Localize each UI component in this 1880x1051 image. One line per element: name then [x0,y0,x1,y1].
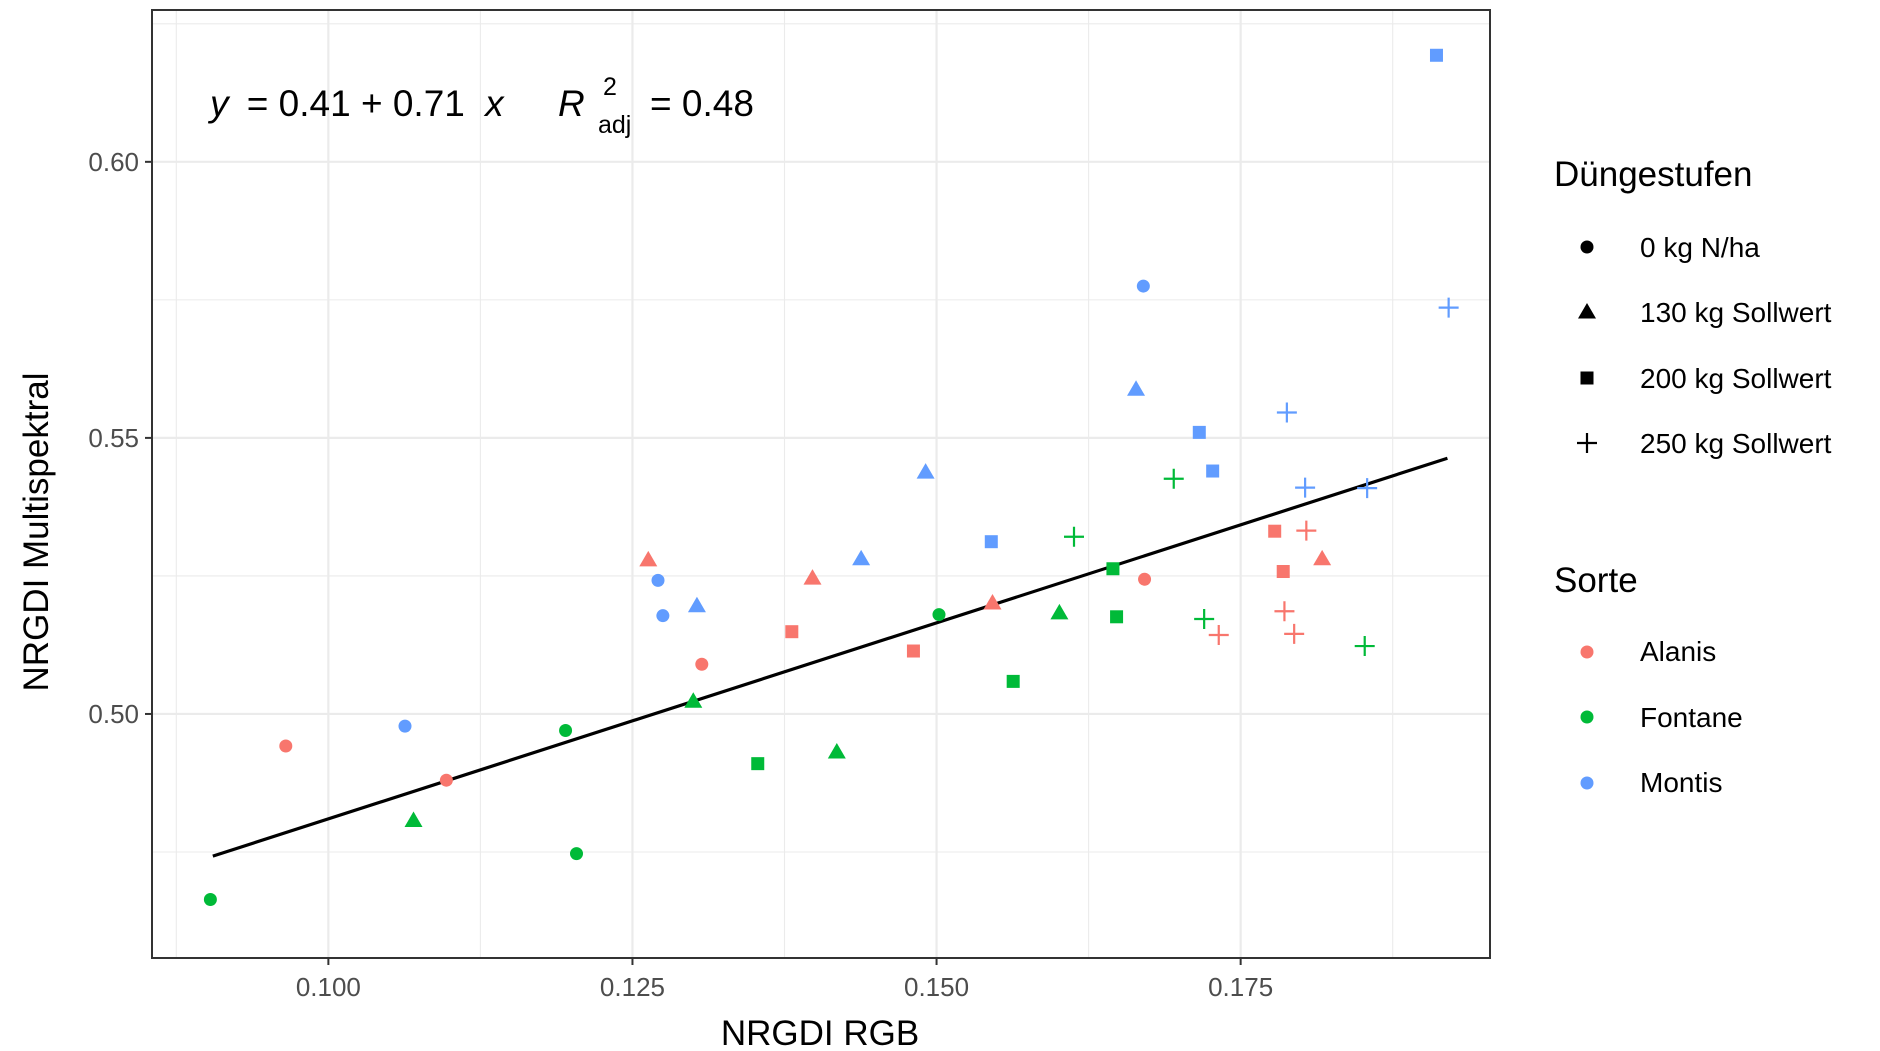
x-axis-title: NRGDI RGB [721,1014,919,1051]
data-point-circle [1136,279,1150,293]
data-point-circle [439,773,453,787]
legend-key-triangle [1578,303,1596,319]
legend-key-color [1580,776,1594,790]
data-point-plus [1194,608,1215,629]
legend-shape-label: 0 kg N/ha [1640,232,1760,263]
data-point-square [906,644,920,658]
grid-lines [152,10,1490,958]
data-point-square [1192,425,1206,439]
y-tick-label: 0.55 [88,423,139,453]
annotation-r-superscript: 2 [603,73,617,101]
data-point-circle [570,847,584,861]
legend-shape-keys [1577,240,1597,453]
data-point-triangle [852,549,871,566]
annotation-y-var: y [207,83,231,124]
legend-key-circle [1580,240,1594,254]
data-point-circle [1138,572,1152,586]
legend-color: Sorte Alanis Fontane Montis [1554,561,1743,798]
data-point-square [785,625,799,639]
data-point-plus [1295,477,1316,498]
annotation-x-var: x [483,83,505,124]
data-point-square [1006,674,1020,688]
legend-shape-label: 200 kg Sollwert [1640,363,1832,394]
data-point-plus [1296,520,1317,541]
x-tick-label: 0.125 [600,972,665,1002]
legend-color-label: Fontane [1640,702,1743,733]
data-point-triangle [404,811,423,828]
data-point-circle [932,608,946,622]
data-point-square [1268,524,1282,538]
data-point-plus [1357,478,1378,499]
regression-line [212,456,1448,858]
data-point-triangle [687,596,706,613]
annotation-r-symbol: R [558,83,585,124]
legend-shape: Düngestufen 0 kg N/ha 130 kg Sollwert 20… [1554,155,1832,459]
legend-color-label: Montis [1640,767,1722,798]
legend-color-title: Sorte [1554,561,1638,600]
y-tick-label: 0.50 [88,699,139,729]
data-point-square [1429,48,1443,62]
data-point-plus [1284,623,1305,644]
data-point-circle [398,719,412,733]
data-point-square [1106,562,1120,576]
legend-color-label: Alanis [1640,636,1716,667]
x-tick-label: 0.100 [296,972,361,1002]
data-point-triangle [803,569,822,585]
data-point-circle [279,739,293,753]
legend-key-color [1580,710,1594,724]
data-point-circle [559,724,573,738]
data-point-square [984,535,998,549]
annotation-r-subscript: adj [598,111,631,139]
data-point-circle [656,609,670,623]
legend-key-color [1580,645,1594,659]
data-point-plus [1064,526,1084,547]
data-point-plus [1208,625,1229,646]
data-point-plus [1354,636,1375,657]
data-point-circle [695,657,709,671]
data-points [203,48,1459,906]
data-point-square [1206,464,1220,478]
data-point-triangle [684,692,703,708]
data-point-circle [651,573,665,587]
data-point-square [1110,610,1124,624]
axes: 0.100 0.125 0.150 0.175 0.50 0.55 0.60 [88,147,1273,1002]
legend-key-square [1580,371,1594,385]
regression-annotation: y = 0.41 + 0.71 x R [207,83,585,124]
legend-shape-title: Düngestufen [1554,155,1752,194]
data-point-triangle [639,550,658,567]
x-tick-label: 0.150 [904,972,969,1002]
data-point-square [1276,565,1290,579]
data-point-square [751,757,765,771]
legend-shape-label: 250 kg Sollwert [1640,428,1832,459]
data-point-triangle [827,743,846,759]
plot-panel-border [151,9,1491,959]
data-point-triangle [916,463,935,479]
x-tick-label: 0.175 [1208,972,1273,1002]
data-point-circle [203,892,217,906]
data-point-triangle [1313,549,1332,566]
data-point-plus [1276,402,1297,423]
legend-key-plus [1577,433,1597,453]
data-point-triangle [1127,380,1146,396]
regression-line-group [212,456,1448,858]
annotation-r-value: = 0.48 [650,83,754,124]
data-point-plus [1438,297,1459,318]
annotation-equation: = 0.41 + 0.71 [247,83,465,124]
legend-color-keys [1580,645,1594,790]
data-point-triangle [1050,603,1069,620]
legend-shape-label: 130 kg Sollwert [1640,297,1832,328]
data-point-plus [1163,468,1184,489]
data-point-triangle [983,593,1002,610]
y-axis-title: NRGDI Multispektral [17,373,56,692]
data-point-plus [1274,601,1295,622]
y-tick-label: 0.60 [88,147,139,177]
